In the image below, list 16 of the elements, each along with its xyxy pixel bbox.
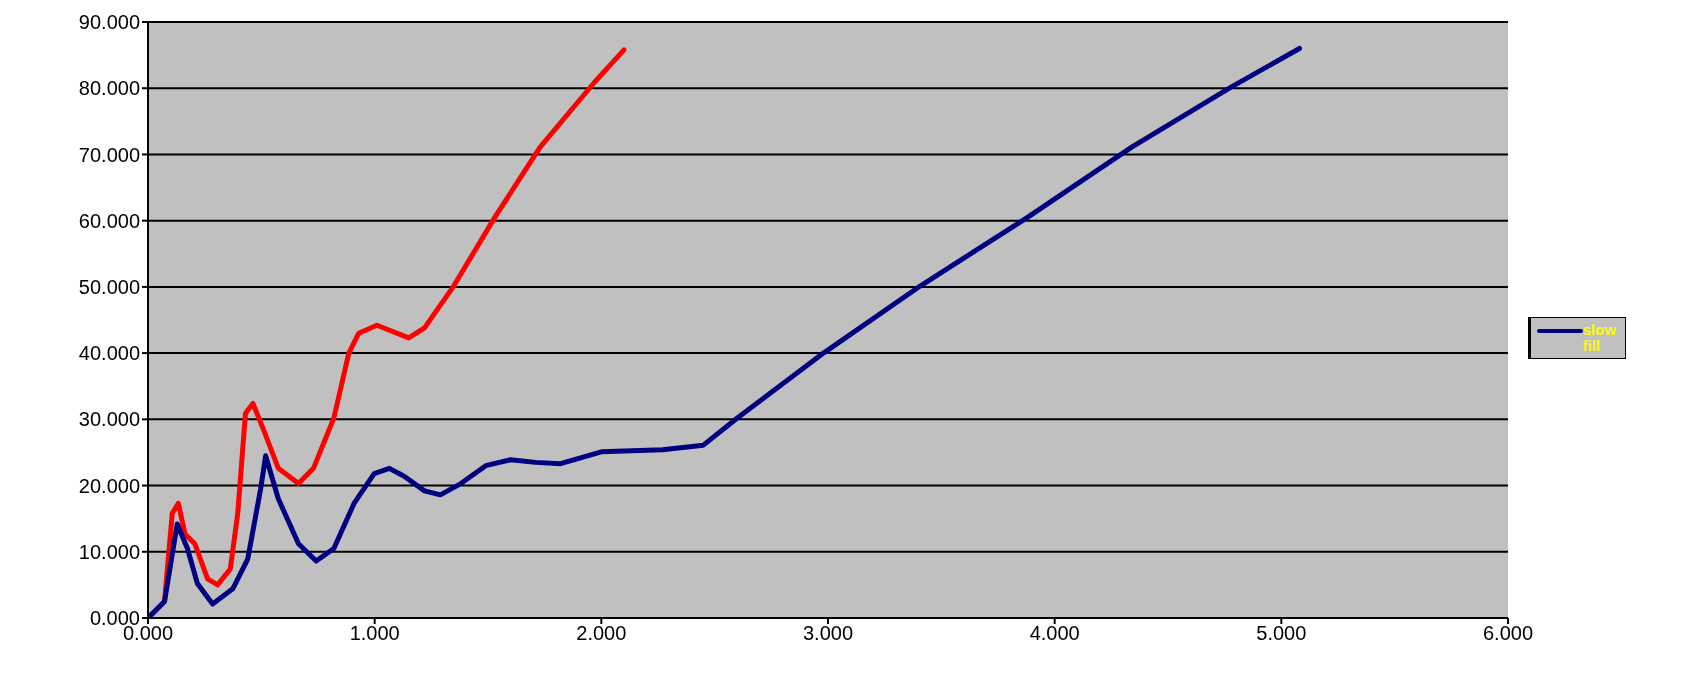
x-tick-label: 5.000 [1256,622,1307,645]
y-tick-label: 60.000 [78,209,140,232]
x-tick-label: 1.000 [349,622,400,645]
y-tick-label: 50.000 [78,275,140,298]
x-tick-label: 3.000 [802,622,854,645]
y-tick-label: 90.000 [78,11,140,34]
y-tick-label: 30.000 [78,408,140,431]
x-tick-label: 4.000 [1029,622,1080,645]
y-tick-label: 70.000 [78,143,140,166]
y-tick-label: 40.000 [78,342,140,365]
y-tick-label: 10.000 [78,540,140,563]
legend-label: slow fill [1583,321,1618,354]
y-tick-label: 20.000 [78,474,140,497]
x-tick-label: 2.000 [576,622,627,645]
y-tick-label: 80.000 [78,77,140,100]
x-tick-label: 6.000 [1482,622,1534,645]
